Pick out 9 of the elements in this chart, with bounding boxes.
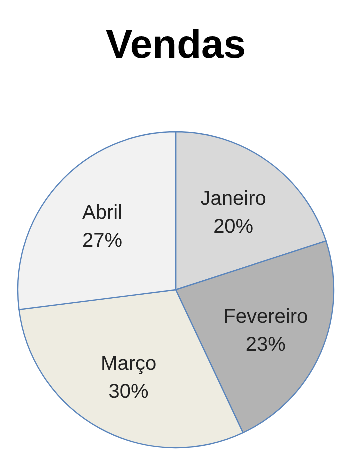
slice-label: Março (101, 352, 157, 375)
slice-label: Janeiro (200, 188, 266, 210)
slice-label: Fevereiro (224, 306, 308, 328)
slice-label: Abril (82, 202, 123, 224)
data-label: 27% (82, 230, 123, 252)
data-label: 23% (246, 334, 286, 356)
data-label: 20% (214, 216, 254, 238)
data-label: 30% (108, 380, 150, 403)
chart-title: Vendas (106, 23, 246, 67)
